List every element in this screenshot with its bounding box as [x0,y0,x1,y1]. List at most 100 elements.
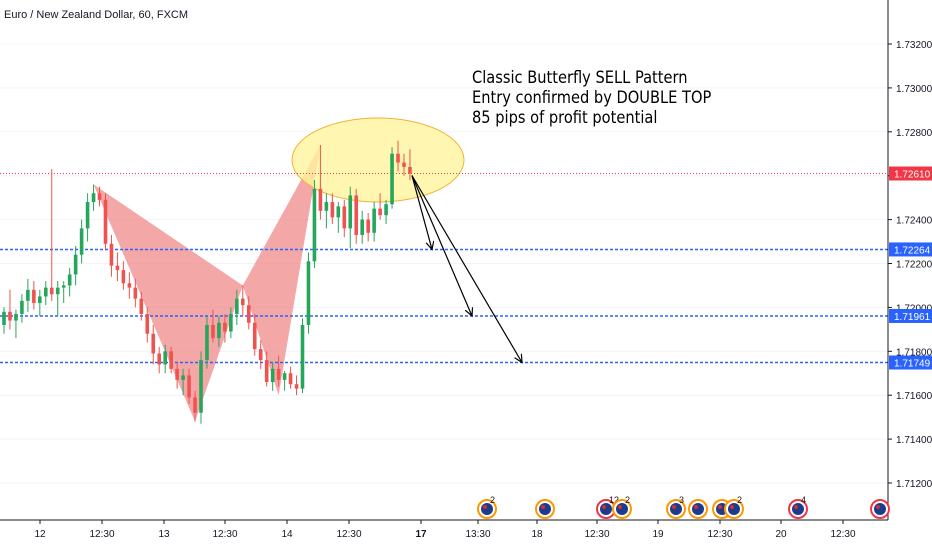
candle-body [354,195,359,235]
candle-body [199,360,203,413]
event-flag-icon [692,503,704,515]
target-arrow [411,175,432,250]
event-flag-dot [602,505,606,509]
candle-body [121,270,126,284]
candle [85,193,90,242]
candle-body [348,195,353,229]
candle [372,202,376,242]
event-badge: 2 [724,495,744,519]
candle-body [402,162,406,167]
price-tag-label: 1.72264 [894,245,931,256]
candle-body [49,287,54,295]
event-badge [535,499,555,519]
candle [38,289,42,317]
highlight-ellipse [291,117,465,203]
candle-body [372,208,376,233]
candle [133,278,138,308]
candle-body [67,274,72,286]
event-badge-count: 4 [801,495,806,505]
candle [61,281,66,304]
candle-body [408,166,412,174]
candle-body [276,368,281,380]
candle-body [235,298,239,314]
candle [246,296,251,330]
candle-body [396,153,400,163]
candle-body [103,199,108,244]
candle-body [366,219,370,233]
candle [199,351,203,424]
candle-body [163,351,167,365]
candle [91,184,96,211]
candle [163,344,167,374]
y-tick-label: 1.73000 [896,84,932,95]
candle-body [223,322,227,332]
event-badge: 2 [477,495,497,519]
candle [330,193,335,224]
price-tag-label: 1.71961 [894,312,931,323]
candle [258,340,263,369]
candle-body [294,384,299,389]
candle-body [85,202,90,229]
candle [14,309,18,339]
candle [103,193,108,251]
candle [205,316,209,369]
candle [378,193,382,220]
candle [97,186,102,207]
candlesticks [2,140,412,424]
candle [67,267,72,297]
candle-body [151,333,156,354]
pattern-triangle-bcd [242,144,321,396]
candle [402,153,406,176]
candle [288,366,293,389]
event-flag-dot [876,505,880,509]
annotation-line-3: 85 pips of profit potential [472,108,658,128]
candle [270,362,275,391]
event-badge: 3 [666,495,686,519]
candle-body [8,311,12,321]
price-tag-label: 1.71749 [894,358,931,369]
event-flag-dot [794,505,798,509]
candle-body [79,228,84,255]
candle-body [300,324,305,389]
candle [55,281,60,317]
candle [43,281,48,306]
candle [312,180,317,268]
price-tag [889,308,932,323]
x-tick-label: 12:30 [89,529,114,540]
candle-body [288,373,293,385]
candle [354,188,359,244]
candle [342,199,347,238]
candle [396,140,400,172]
event-badge: 4 [788,495,808,519]
candle [127,272,132,299]
candle [336,202,341,233]
candle-body [246,305,251,323]
x-tick-label: 12:30 [212,529,237,540]
event-flag-dot [730,505,734,509]
candle-body [55,287,60,295]
candle-body [306,261,311,325]
y-tick-label: 1.71600 [896,391,932,402]
event-flag-icon [874,503,886,515]
candle-body [133,287,138,299]
candle-body [211,324,215,339]
x-tick-label: 14 [281,529,293,540]
candle-body [318,188,323,211]
candle-body [217,322,221,339]
event-badge-count: 2 [625,495,630,505]
candle-body [115,265,120,271]
target-arrows [411,175,522,363]
chart-title: Euro / New Zealand Dollar, 60, FXCM [4,9,189,21]
candle [115,252,120,282]
candle-body [264,360,269,383]
event-flag-icon [539,503,551,515]
candle-body [38,296,42,304]
candle [282,371,287,391]
candle-body [324,202,329,211]
price-tag [889,355,932,370]
candle [348,186,353,249]
candle [366,213,370,242]
x-tick-label: 20 [775,529,787,540]
event-badge [688,499,708,519]
